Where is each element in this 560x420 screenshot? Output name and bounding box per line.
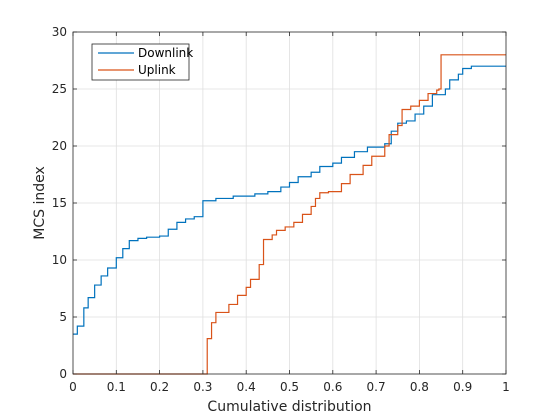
- series-line-downlink: [73, 65, 506, 335]
- series-line-uplink: [73, 54, 506, 375]
- y-tick-label: 30: [52, 25, 67, 39]
- y-axis-label: MCS index: [32, 166, 48, 240]
- tick-labels: 0 0.1 0.2 0.3 0.4 0.5 0.6 0.7 0.8 0.9 105101520253…: [52, 25, 510, 394]
- x-axis-label: Cumulative distribution: [207, 399, 371, 415]
- series-layer: [73, 54, 506, 375]
- x-tick-label: 0.8: [410, 380, 429, 394]
- legend-label-downlink: Downlink: [138, 46, 193, 60]
- y-tick-label: 20: [52, 139, 67, 153]
- y-tick-label: 15: [52, 196, 67, 210]
- axis-ticks: [72, 31, 507, 375]
- x-tick-label: 0.6: [323, 380, 342, 394]
- legend-box: [91, 43, 190, 81]
- y-tick-label: 10: [52, 253, 67, 267]
- x-tick-label: 0.5: [280, 380, 299, 394]
- legend-label-uplink: Uplink: [138, 63, 176, 77]
- x-tick-label: 0.7: [367, 380, 386, 394]
- x-tick-label: 0.4: [237, 380, 256, 394]
- x-tick-label: 0.1: [107, 380, 126, 394]
- x-tick-label: 0: [69, 380, 77, 394]
- grid-lines: [73, 32, 506, 374]
- x-tick-label: 0.9: [453, 380, 472, 394]
- x-tick-label: 0.2: [150, 380, 169, 394]
- y-tick-label: 5: [59, 310, 67, 324]
- x-tick-label: 0.3: [193, 380, 212, 394]
- y-tick-label: 25: [52, 82, 67, 96]
- legend: Downlink Uplink: [91, 43, 193, 81]
- y-tick-label: 0: [59, 367, 67, 381]
- x-tick-label: 1: [502, 380, 510, 394]
